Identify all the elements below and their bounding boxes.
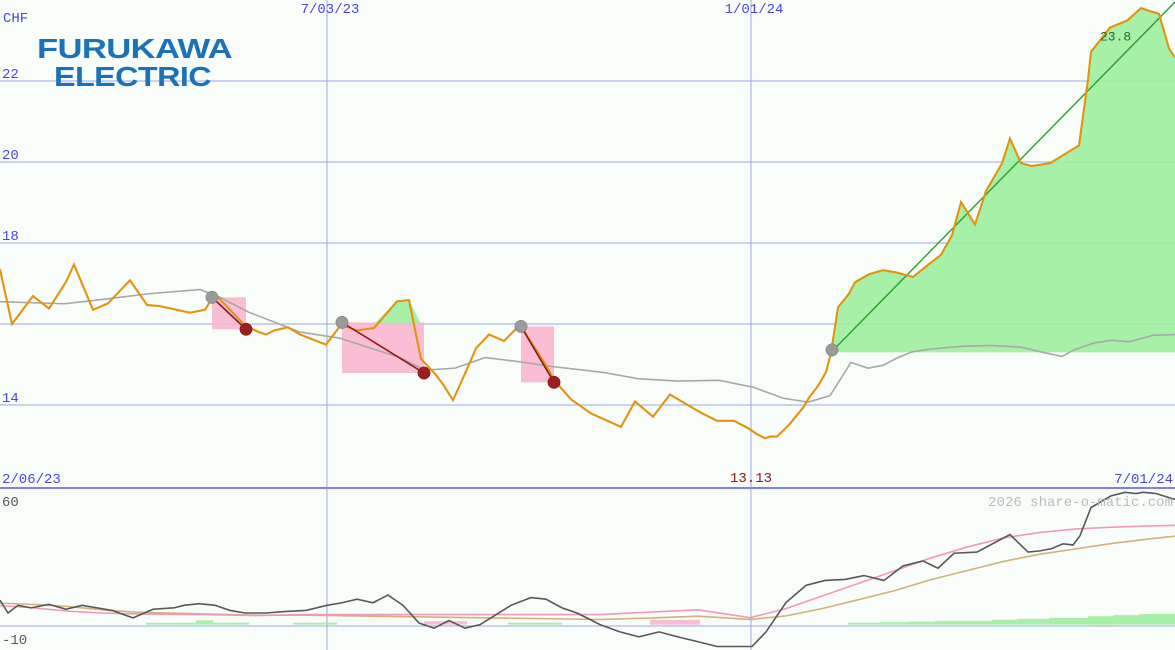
svg-text:ELECTRIC: ELECTRIC (54, 61, 211, 92)
svg-text:FURUKAWA: FURUKAWA (37, 33, 232, 64)
svg-text:23.8: 23.8 (1100, 30, 1131, 45)
svg-text:7/03/23: 7/03/23 (301, 2, 360, 18)
svg-text:2026 share-o-matic.com: 2026 share-o-matic.com (988, 495, 1173, 511)
svg-text:60: 60 (2, 495, 19, 511)
svg-text:1/01/24: 1/01/24 (725, 2, 784, 18)
svg-text:14: 14 (2, 391, 19, 407)
svg-text:-10: -10 (2, 633, 27, 649)
svg-text:7/01/24: 7/01/24 (1114, 472, 1173, 488)
svg-text:18: 18 (2, 229, 19, 245)
svg-text:13.13: 13.13 (730, 471, 772, 487)
svg-text:2/06/23: 2/06/23 (2, 472, 61, 488)
svg-text:22: 22 (2, 67, 19, 83)
svg-text:20: 20 (2, 148, 19, 164)
svg-text:CHF: CHF (3, 11, 28, 27)
